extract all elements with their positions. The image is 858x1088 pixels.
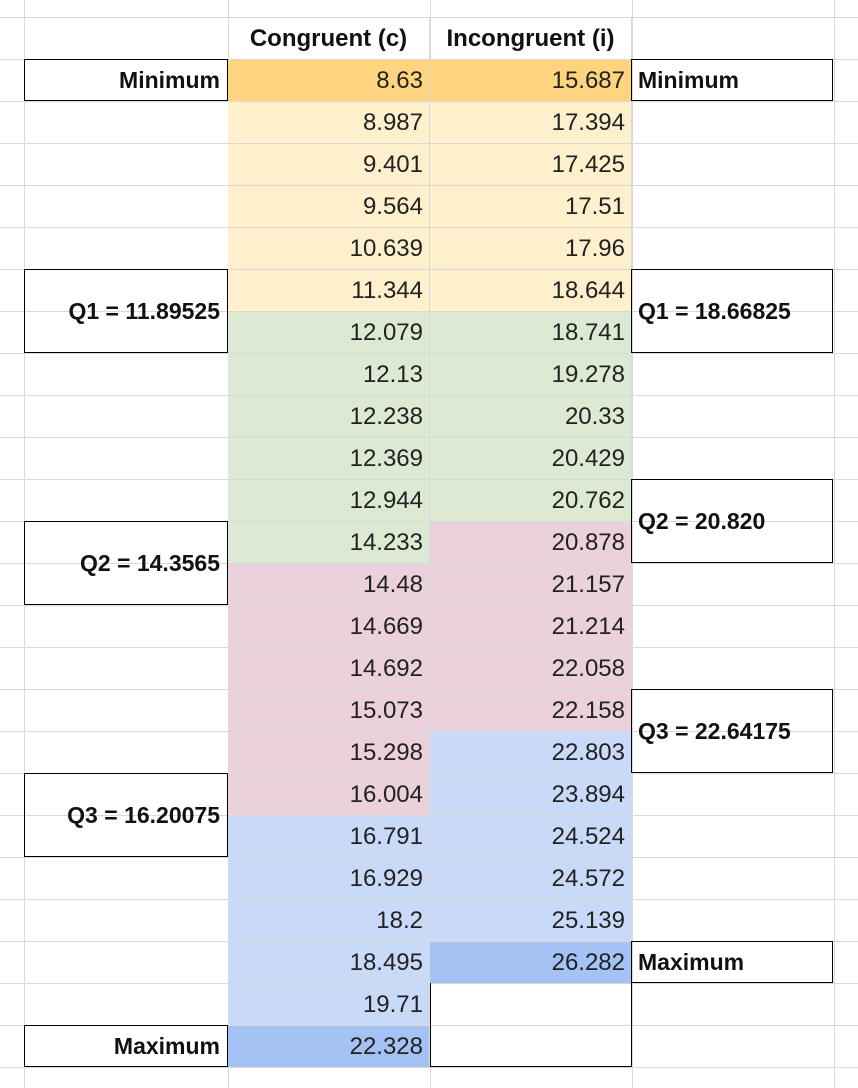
incongruent-value-cell[interactable]: 20.429 [430,438,632,480]
congruent-value-cell[interactable]: 12.238 [228,396,430,438]
left-minimum-box [24,59,228,101]
incongruent-value-cell[interactable]: 26.282 [430,942,632,984]
header-congruent[interactable]: Congruent (c) [228,18,430,60]
congruent-value-cell[interactable]: 15.073 [228,690,430,732]
congruent-value-cell[interactable]: 15.298 [228,732,430,774]
incongruent-value-cell[interactable]: 25.139 [430,900,632,942]
left-q1-box [24,269,228,353]
right-q2-box [631,479,833,563]
right-minimum-box [631,59,833,101]
congruent-value-cell[interactable]: 14.669 [228,606,430,648]
incongruent-value-cell[interactable]: 17.96 [430,228,632,270]
right-maximum-box [631,941,833,983]
right-q2-label: Q2 = 20.820 [638,508,766,534]
right-q3-box [631,689,833,773]
congruent-value-cell[interactable]: 16.929 [228,858,430,900]
incongruent-value-cell[interactable]: 20.33 [430,396,632,438]
incongruent-value-cell[interactable]: 20.878 [430,522,632,564]
congruent-value-cell[interactable]: 18.2 [228,900,430,942]
congruent-value-cell[interactable]: 22.328 [228,1026,430,1068]
incongruent-value-cell[interactable]: 22.158 [430,690,632,732]
left-q2-label: Q2 = 14.3565 [79,550,220,576]
gridline-vertical [834,0,835,1088]
congruent-value-cell[interactable]: 12.944 [228,480,430,522]
incongruent-value-cell[interactable]: 21.157 [430,564,632,606]
left-q3-label: Q3 = 16.20075 [67,802,220,828]
congruent-value-cell[interactable]: 16.004 [228,774,430,816]
incongruent-value-cell[interactable]: 17.425 [430,144,632,186]
gridline-horizontal [0,17,858,18]
right-minimum-label: Minimum [638,67,739,93]
congruent-value-cell[interactable]: 19.71 [228,984,430,1026]
left-minimum-label: Minimum [119,67,220,93]
congruent-value-cell[interactable]: 12.13 [228,354,430,396]
congruent-value-cell[interactable]: 14.692 [228,648,430,690]
incongruent-value-cell[interactable]: 24.524 [430,816,632,858]
congruent-value-cell[interactable]: 8.63 [228,60,430,102]
incongruent-value-cell[interactable]: 24.572 [430,858,632,900]
congruent-value-cell[interactable]: 14.48 [228,564,430,606]
incongruent-value-cell[interactable]: 23.894 [430,774,632,816]
incongruent-value-cell[interactable]: 17.51 [430,186,632,228]
right-maximum-label: Maximum [638,949,745,975]
congruent-value-cell[interactable]: 12.369 [228,438,430,480]
incongruent-value-cell[interactable]: 17.394 [430,102,632,144]
incongruent-value-cell[interactable]: 22.803 [430,732,632,774]
left-q3-box [24,773,228,857]
incongruent-value-cell[interactable]: 22.058 [430,648,632,690]
congruent-value-cell[interactable]: 11.344 [228,270,430,312]
congruent-value-cell[interactable]: 16.791 [228,816,430,858]
gridline-vertical [632,0,633,1088]
congruent-value-cell[interactable]: 18.495 [228,942,430,984]
incongruent-value-cell[interactable]: 19.278 [430,354,632,396]
incongruent-value-cell[interactable]: 15.687 [430,60,632,102]
right-q1-box [631,269,833,353]
header-incongruent[interactable]: Incongruent (i) [430,18,632,60]
incongruent-value-cell[interactable]: 20.762 [430,480,632,522]
left-q1-label: Q1 = 11.89525 [68,298,220,324]
table-outline-bottom [430,983,632,1067]
congruent-value-cell[interactable]: 8.987 [228,102,430,144]
congruent-value-cell[interactable]: 14.233 [228,522,430,564]
right-q3-label: Q3 = 22.64175 [638,718,791,744]
incongruent-value-cell[interactable]: 18.741 [430,312,632,354]
incongruent-value-cell[interactable]: 21.214 [430,606,632,648]
left-maximum-box [24,1025,228,1067]
congruent-value-cell[interactable]: 12.079 [228,312,430,354]
right-q1-label: Q1 = 18.66825 [638,298,791,324]
left-maximum-label: Maximum [113,1033,220,1059]
left-q2-box [24,521,228,605]
table-outline-congruent [228,60,431,1076]
incongruent-value-cell[interactable]: 18.644 [430,270,632,312]
congruent-value-cell[interactable]: 9.401 [228,144,430,186]
congruent-value-cell[interactable]: 9.564 [228,186,430,228]
congruent-value-cell[interactable]: 10.639 [228,228,430,270]
